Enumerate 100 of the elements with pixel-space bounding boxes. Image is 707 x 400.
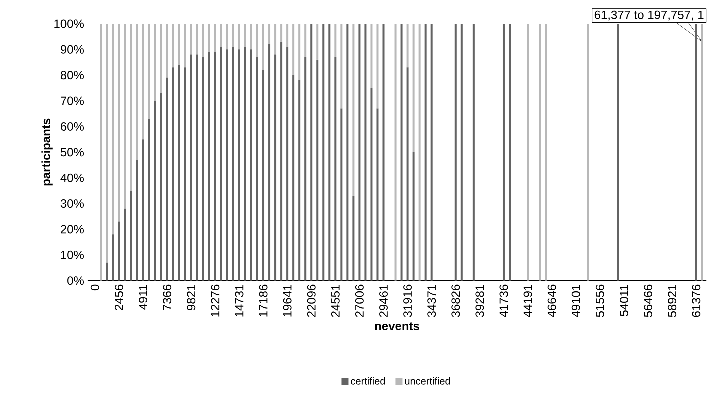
- bar: [304, 57, 307, 281]
- bar: [310, 24, 313, 281]
- bar: [274, 54, 277, 281]
- bar: [274, 24, 277, 55]
- bar: [539, 24, 542, 281]
- bar: [184, 24, 186, 68]
- bar: [148, 119, 150, 281]
- x-tick-label: 36826: [452, 285, 460, 318]
- bar: [190, 24, 192, 55]
- bar: [430, 24, 433, 281]
- bar: [406, 24, 409, 68]
- bar: [154, 101, 156, 281]
- x-tick-label: 24551: [331, 285, 340, 318]
- x-tick-label: 44191: [524, 285, 532, 318]
- x-tick-label: 7366: [163, 285, 172, 311]
- x-axis-title: nevents: [375, 322, 420, 331]
- legend-label: certified: [351, 378, 386, 385]
- y-tick-label: 40%: [60, 174, 84, 182]
- bar: [328, 24, 331, 281]
- bar: [304, 24, 307, 58]
- x-tick-label: 56466: [644, 285, 653, 318]
- bar: [226, 24, 228, 50]
- bar: [262, 70, 265, 281]
- bar: [418, 24, 421, 281]
- x-tick-label: 27006: [355, 285, 364, 318]
- x-tick-label: 58921: [668, 285, 677, 318]
- bar: [454, 24, 457, 281]
- bar: [376, 24, 379, 109]
- x-tick-label: 0: [90, 284, 100, 291]
- x-tick-label: 61376: [692, 285, 701, 318]
- bar: [154, 24, 156, 102]
- bar: [166, 78, 168, 281]
- y-tick-label: 30%: [60, 200, 84, 208]
- bar: [256, 57, 258, 281]
- bar: [196, 54, 198, 281]
- y-tick-label: 80%: [60, 71, 84, 80]
- bar: [280, 24, 283, 42]
- y-tick-label: 60%: [61, 122, 84, 132]
- bar: [190, 54, 192, 281]
- bar: [256, 24, 258, 58]
- bar: [112, 234, 114, 281]
- y-tick-label: 10%: [61, 251, 84, 260]
- y-tick-label: 0%: [68, 276, 84, 286]
- x-tick-label: 22096: [307, 285, 316, 318]
- x-tick-label: 4911: [139, 285, 148, 310]
- bar: [178, 65, 180, 281]
- bar: [370, 88, 373, 281]
- bar: [316, 24, 319, 60]
- bar: [406, 68, 409, 281]
- x-tick-label: 54011: [620, 285, 628, 316]
- bar: [226, 50, 228, 281]
- x-tick-label: 2456: [114, 285, 124, 311]
- bar: [238, 24, 240, 50]
- bar: [262, 24, 265, 70]
- x-tick-label: 14731: [235, 285, 244, 317]
- bar: [160, 24, 162, 94]
- bar: [220, 47, 222, 281]
- y-tick-label: 70%: [61, 96, 84, 106]
- bar: [502, 24, 505, 281]
- x-tick-label: 51556: [596, 285, 604, 318]
- bar: [118, 24, 120, 222]
- x-tick-label: 49101: [572, 285, 580, 318]
- bar: [298, 24, 301, 81]
- bar: [148, 24, 150, 120]
- legend-label: uncertified: [405, 378, 450, 385]
- bar: [106, 24, 108, 263]
- bar: [376, 108, 379, 281]
- bar: [178, 24, 180, 66]
- bar: [334, 24, 337, 58]
- bar: [184, 68, 186, 281]
- bar: [142, 24, 144, 140]
- x-tick-label: 12276: [211, 285, 220, 317]
- bar: [280, 42, 283, 281]
- bar: [340, 108, 343, 281]
- bar: [412, 152, 415, 281]
- bar: [334, 57, 337, 281]
- bar: [292, 24, 295, 76]
- bar: [196, 24, 198, 55]
- x-tick-label: 31916: [404, 285, 412, 318]
- bar: [527, 24, 530, 281]
- bar: [424, 24, 427, 281]
- x-tick-label: 46646: [548, 285, 556, 318]
- x-tick-label: 17186: [259, 285, 268, 317]
- bar: [166, 24, 168, 78]
- text: 61,377 to 197,757, 1: [594, 10, 704, 21]
- x-tick-label: 39281: [476, 285, 484, 318]
- bar: [412, 24, 415, 153]
- bar: [268, 24, 271, 45]
- bar: [352, 196, 355, 281]
- bar: [232, 47, 234, 281]
- bar: [142, 140, 144, 281]
- y-axis-title: participants: [42, 119, 53, 186]
- bar: [370, 24, 373, 88]
- bar: [298, 80, 301, 281]
- x-tick-label: 9821: [187, 285, 196, 311]
- x-tick-label: 41736: [500, 285, 508, 318]
- bar: [268, 44, 271, 281]
- bar: [340, 24, 343, 109]
- bar: [346, 24, 349, 281]
- x-tick-label: 34371: [428, 285, 436, 318]
